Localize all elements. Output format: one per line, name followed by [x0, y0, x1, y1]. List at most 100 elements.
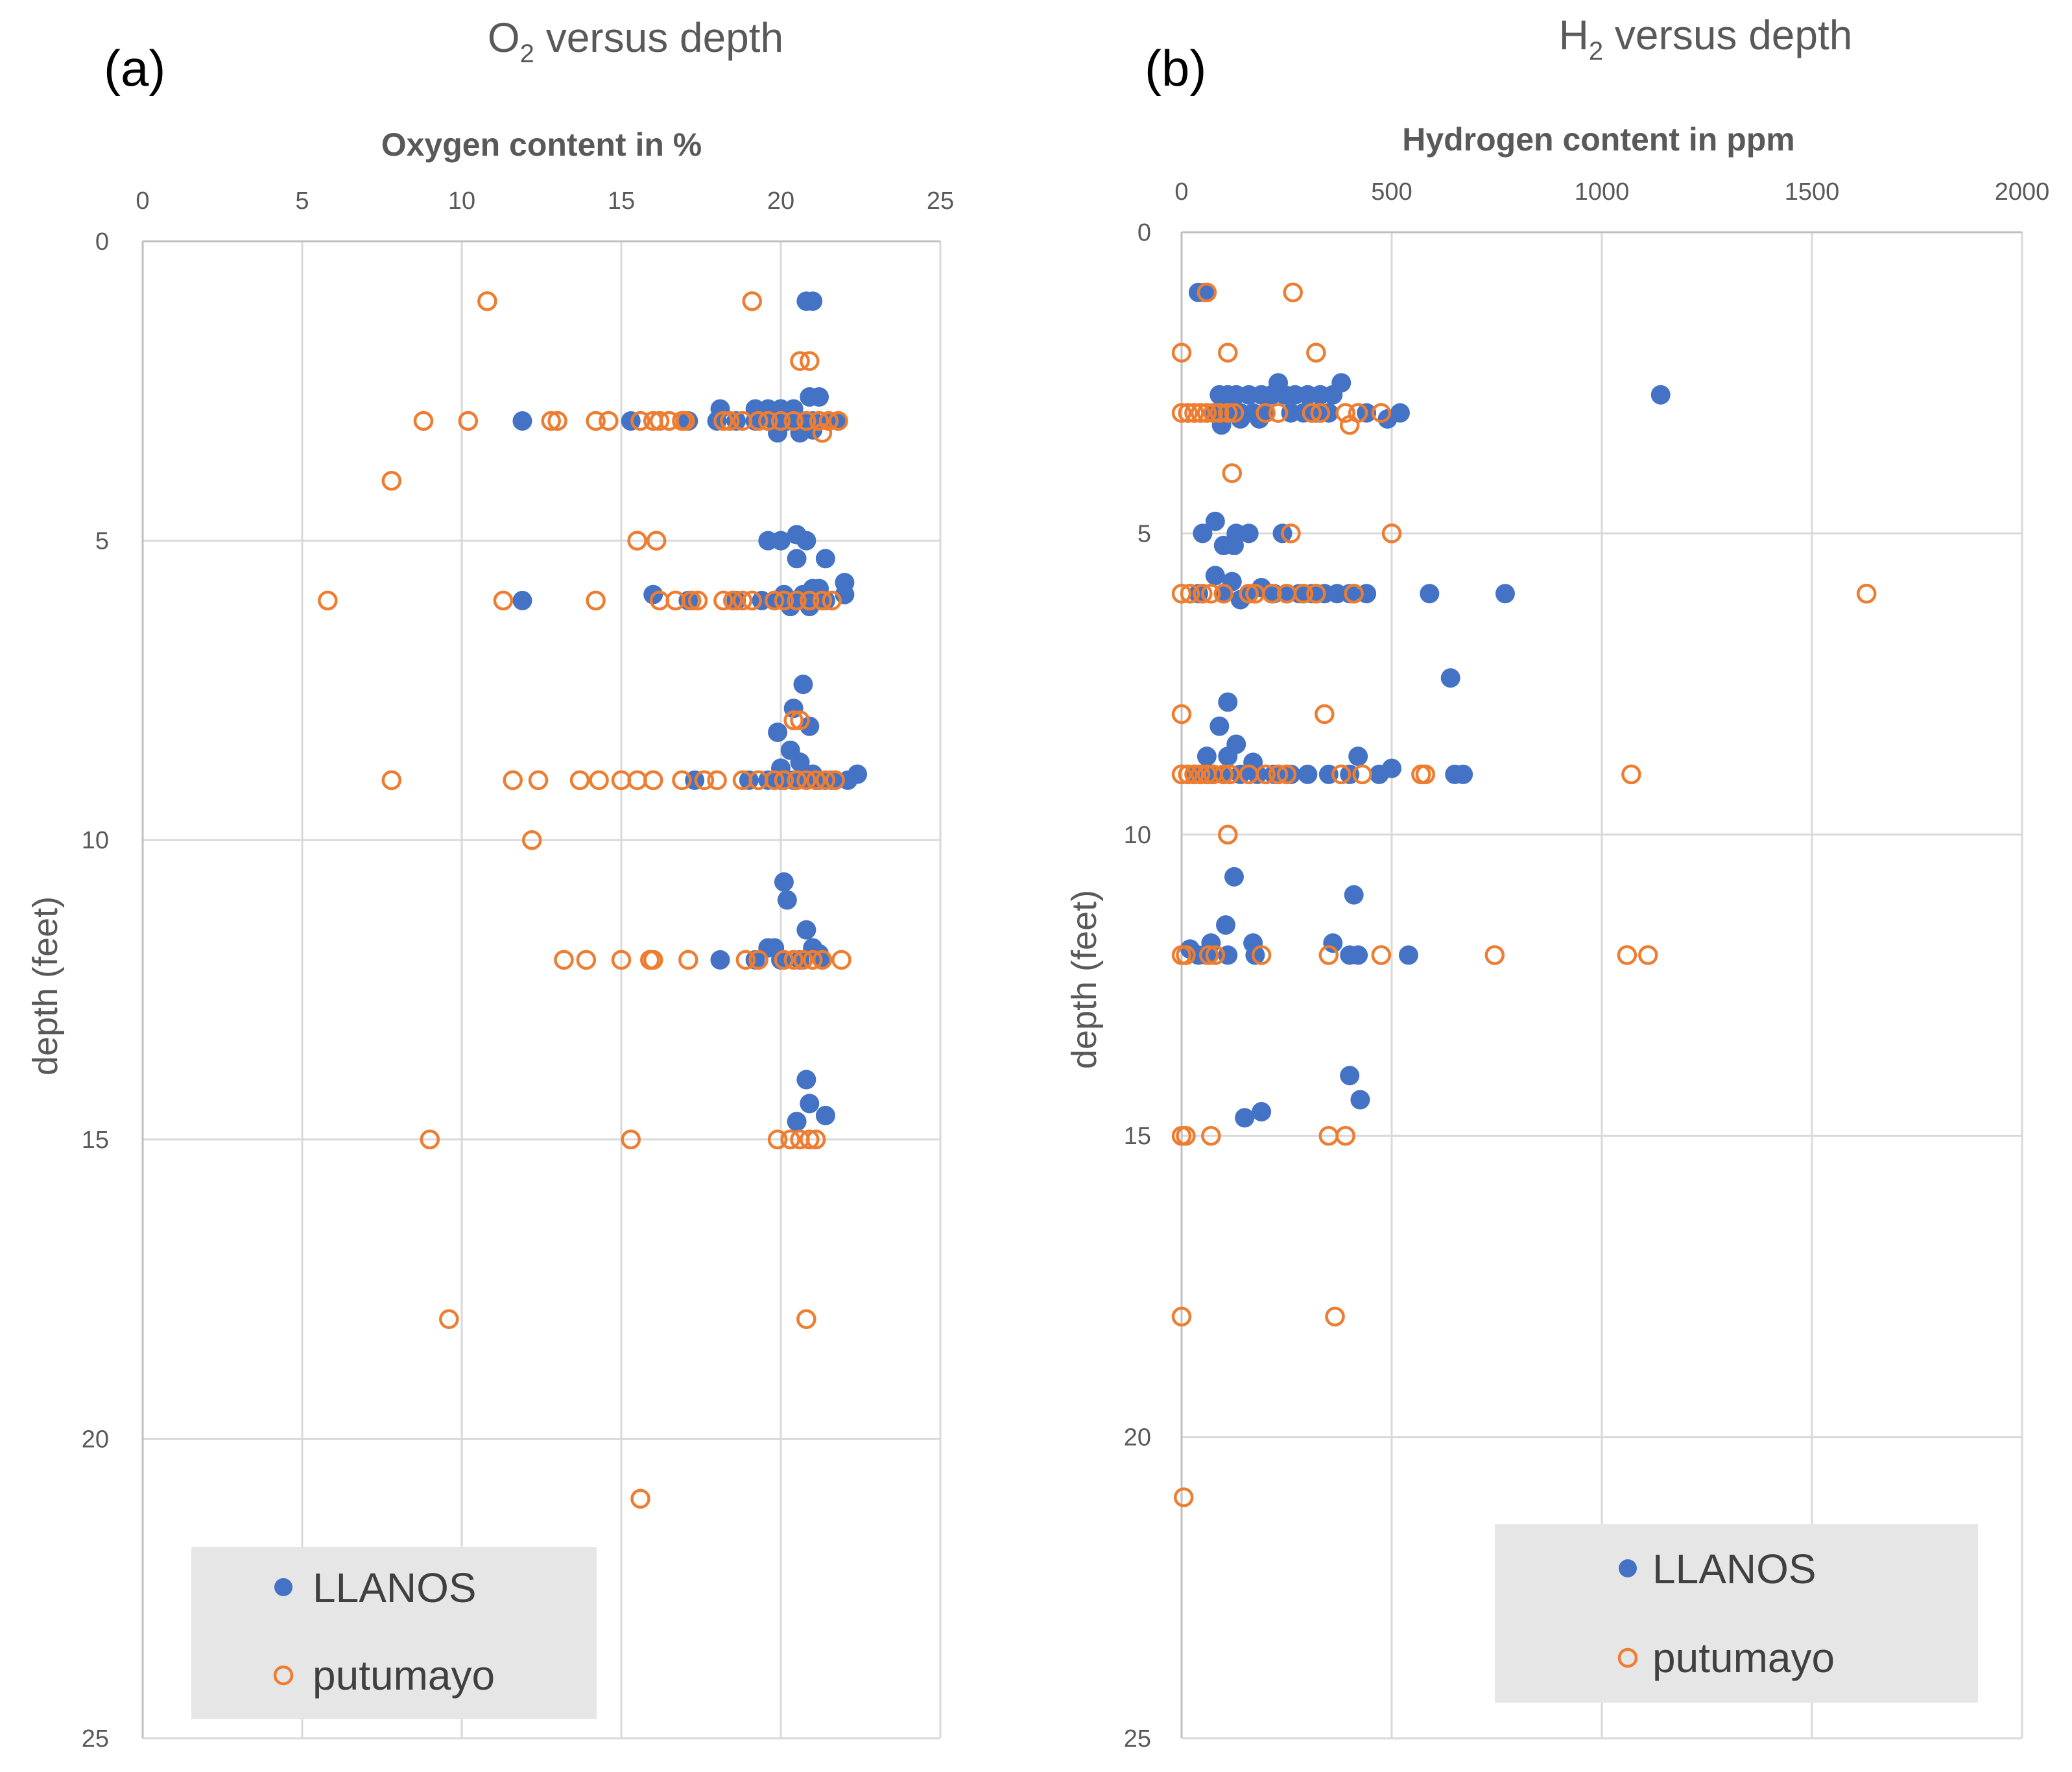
panel-b-llanos-point: [1224, 867, 1244, 887]
panel-b-putumayo-point: [1306, 342, 1326, 363]
panel-b-llanos-point: [1235, 1108, 1255, 1128]
panel-b-putumayo-point: [1371, 945, 1392, 965]
panel-b-llanos-point: [1218, 692, 1238, 712]
panel-a-llanos-point: [815, 549, 835, 569]
panel-a-putumayo-point: [764, 770, 785, 791]
panel-a-putumayo-point: [815, 770, 836, 791]
panel-a-llanos-point: [815, 1105, 835, 1125]
panel-a-putumayo-point: [783, 950, 804, 970]
panel-a-putumayo-point: [420, 1129, 440, 1150]
panel-b-putumayo-point: [1268, 403, 1289, 423]
panel-b-llanos-point: [1350, 1090, 1370, 1110]
panel-b-putumayo-point: [1256, 764, 1276, 785]
panel-a-putumayo-point: [796, 1309, 816, 1330]
panel-a-llanos-point: [790, 752, 810, 772]
panel-b-y-tick-label: 20: [1124, 1424, 1151, 1452]
panel-b-putumayo-point: [1220, 764, 1240, 785]
panel-b-putumayo-point: [1293, 584, 1314, 604]
panel-b-putumayo-point: [1171, 764, 1192, 785]
panel-a-putumayo-point: [439, 1309, 459, 1330]
panel-a-putumayo-point: [796, 770, 816, 791]
panel-b-putumayo-point: [1302, 403, 1322, 423]
panel-b-llanos-point: [1348, 945, 1368, 965]
panel-b-x-tick-label: 0: [1174, 178, 1188, 206]
panel-a-putumayo-point: [802, 950, 823, 970]
panel-b-putumayo-point: [1178, 764, 1198, 785]
panel-b-putumayo-point: [1176, 1125, 1196, 1146]
panel-b-llanos-point: [1209, 716, 1230, 736]
panel-a-putumayo-point: [812, 423, 833, 443]
panel-b-putumayo-point: [1171, 403, 1192, 423]
panel-a-llanos-point: [512, 590, 532, 610]
panel-a-putumayo-point: [787, 770, 807, 791]
panel-a-putumayo-point: [541, 411, 562, 431]
panel-a-putumayo-point: [458, 411, 479, 431]
panel-a-putumayo-point: [611, 950, 632, 970]
panel-b-llanos-point: [1205, 566, 1225, 586]
panel-b-putumayo-point: [1371, 403, 1392, 423]
panel-b-putumayo-point: [1484, 945, 1505, 965]
panel-a-legend-llanos-label: LLANOS: [313, 1564, 477, 1611]
panel-b-label: (b): [1145, 40, 1206, 97]
panel-a-putumayo-point: [805, 1129, 826, 1150]
panel-a-x-tick-label: 10: [448, 187, 475, 215]
panel-a-putumayo-point: [694, 770, 715, 791]
panel-b-llanos-point: [1340, 1066, 1360, 1086]
panel-a-putumayo-point: [722, 590, 743, 611]
panel-b-llanos-point: [1216, 915, 1236, 935]
panel-b-putumayo-point: [1205, 945, 1226, 965]
panel-a-putumayo-point: [503, 770, 523, 791]
panel-b-llanos-point: [1193, 523, 1213, 544]
panel-a-putumayo-point: [672, 770, 692, 791]
panel-a-putumayo-point: [547, 411, 567, 431]
panel-a-putumayo-point: [742, 291, 762, 311]
panel-a-llanos-point: [800, 1094, 820, 1114]
panel-a-legend-putumayo-label: putumayo: [313, 1652, 495, 1699]
panel-a-llanos-point: [793, 675, 813, 695]
panel-b-llanos-point: [1495, 584, 1515, 604]
panel-b-putumayo-point: [1218, 342, 1238, 363]
panel-a-chart: (a) O2 versus depth Oxygen content in % …: [26, 14, 954, 1753]
panel-a-putumayo-point: [621, 1129, 641, 1150]
panel-a-putumayo-point: [812, 590, 833, 611]
panel-b-legend-putumayo-label: putumayo: [1652, 1634, 1835, 1681]
panel-b-putumayo-point: [1638, 945, 1658, 965]
panel-b-llanos-point: [1348, 747, 1368, 767]
panel-a-y-tick-label: 20: [82, 1426, 109, 1453]
panel-b-putumayo-point: [1856, 584, 1877, 604]
panel-a-llanos-point: [800, 716, 820, 736]
panel-b-y-tick-label: 0: [1137, 219, 1151, 246]
panel-b-llanos-point: [1344, 885, 1364, 905]
panel-a-y-axis-title: depth (feet): [26, 896, 65, 1075]
panel-b-y-tick-label: 25: [1124, 1725, 1151, 1753]
panel-a-putumayo-point: [809, 411, 829, 431]
panel-b-putumayo-point: [1415, 764, 1436, 785]
panel-a-putumayo-point: [748, 950, 768, 970]
panel-a-putumayo-point: [812, 950, 833, 970]
panel-b-putumayo-point: [1197, 282, 1217, 303]
panel-b-putumayo-point: [1262, 584, 1282, 604]
panel-b-putumayo-point: [1281, 523, 1301, 544]
panel-b-putumayo-point: [1180, 584, 1200, 604]
panel-a-putumayo-point: [758, 411, 778, 431]
panel-b-llanos-point: [1440, 668, 1460, 688]
panel-a-title: O2 versus depth: [488, 14, 783, 68]
panel-b-llanos-point: [1218, 747, 1238, 767]
panel-b-llanos-point: [1222, 571, 1242, 592]
panel-b-putumayo-point: [1176, 945, 1196, 965]
panel-a-putumayo-point: [318, 590, 338, 611]
panel-a-putumayo-point: [783, 411, 804, 431]
panel-b-legend: LLANOS putumayo: [1495, 1524, 1978, 1703]
panel-b-putumayo-point: [1184, 764, 1204, 785]
panel-b-putumayo-point: [1310, 403, 1331, 423]
panel-a-llanos-point: [787, 549, 807, 569]
panel-b-putumayo-point: [1171, 1306, 1192, 1327]
panel-a-label: (a): [104, 40, 165, 97]
panel-b-putumayo-point: [1339, 414, 1360, 435]
panel-a-putumayo-point: [764, 590, 785, 611]
panel-b-putumayo-point: [1201, 584, 1221, 604]
panel-b-legend-putumayo-marker: [1617, 1647, 1638, 1668]
panel-a-legend-putumayo-marker: [273, 1665, 294, 1686]
panel-a-llanos-point: [848, 764, 868, 784]
